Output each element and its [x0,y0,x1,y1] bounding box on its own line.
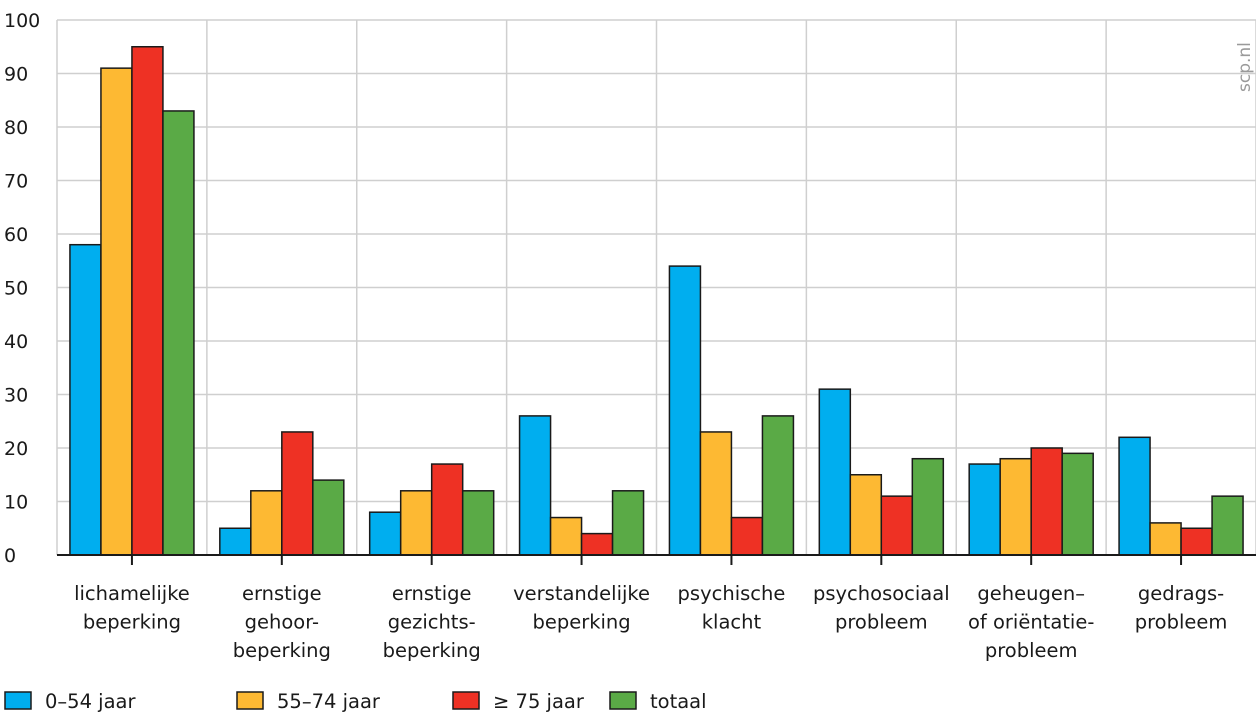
x-category-label: psychosociaal probleem [813,582,950,634]
bar [1180,527,1213,556]
bar [281,431,314,556]
y-tick-label: 80 [4,117,28,139]
bar [162,110,195,556]
y-tick-label: 20 [4,438,28,460]
bar [1030,447,1063,556]
legend-label: ≥ 75 jaar [493,690,585,713]
x-category-label: verstandelijke beperking [513,582,650,634]
bar [668,265,702,556]
bar [818,388,852,556]
bar [911,457,945,556]
bar [968,463,1001,556]
y-tick-label: 0 [4,545,16,567]
bar [131,46,164,556]
y-tick-label: 70 [4,171,28,193]
bar [699,431,733,556]
y-tick-label: 50 [4,278,28,300]
bar [250,490,283,556]
bar [368,511,402,556]
y-tick-label: 100 [4,10,40,32]
legend-item: ≥ 75 jaar [452,690,585,713]
bar [461,490,495,556]
x-category-label: psychische klacht [678,582,786,634]
bar [880,495,914,556]
watermark-text: scp.nl [1235,42,1255,92]
legend-label: 0–54 jaar [45,690,136,713]
bar [100,67,133,556]
bar [1149,522,1182,556]
y-tick-label: 10 [4,492,28,514]
bar [430,463,464,556]
legend-swatch [236,691,264,710]
x-category-label: gedrags-probleem [1135,582,1228,634]
legend-item: 55–74 jaar [236,690,381,713]
y-tick-label: 60 [4,224,28,246]
bar [1118,436,1151,556]
bar [219,527,252,556]
legend-swatch [4,691,32,710]
bar [580,532,614,556]
bar [549,516,583,556]
x-category-label: lichamelijke beperking [74,582,190,634]
bar [761,415,795,556]
bar [999,457,1032,556]
y-axis-tick-labels: 0 10 20 30 40 50 60 70 80 90 100 [4,10,40,567]
legend: 0–54 jaar 55–74 jaar ≥ 75 jaar totaal [4,690,707,713]
legend-swatch [452,691,480,710]
x-category-label: geheugen– of oriëntatie-probleem [968,582,1094,662]
bar [1211,495,1244,556]
x-axis [57,554,1256,565]
legend-item: 0–54 jaar [4,690,136,713]
legend-label: 55–74 jaar [277,690,381,713]
legend-item: totaal [609,690,707,713]
x-axis-category-labels: lichamelijke beperking ernstige gehoor-bepe… [74,582,1227,662]
bar [69,243,102,556]
bar [611,490,645,556]
bar [730,516,764,556]
legend-swatch [609,691,637,710]
bar [1061,452,1094,556]
y-tick-label: 40 [4,331,28,353]
bar [399,490,433,556]
bar [312,479,345,556]
y-tick-label: 30 [4,385,28,407]
legend-label: totaal [650,690,707,713]
x-category-label: ernstige gehoor-beperking [233,582,331,662]
grid-lines [56,19,1256,555]
bar [849,474,883,556]
y-tick-label: 90 [4,64,28,86]
x-category-label: ernstige gezichts-beperking [383,582,481,662]
bar [518,415,552,556]
